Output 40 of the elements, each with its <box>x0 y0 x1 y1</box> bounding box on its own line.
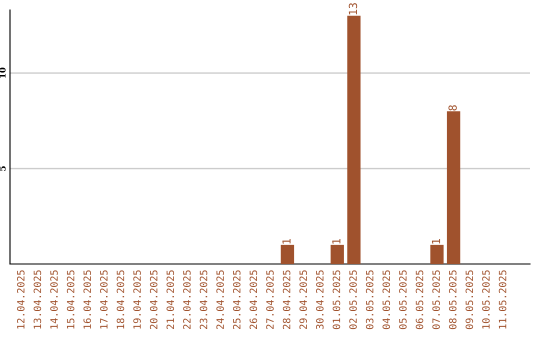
x-tick-label: 08.05.2025 <box>448 270 457 330</box>
bar <box>430 244 444 264</box>
data-label: 13 <box>348 3 358 14</box>
x-tick-label: 15.04.2025 <box>66 270 74 329</box>
x-tick-label: 07.05.2025 <box>432 270 440 330</box>
x-tick-label: 05.05.2025 <box>399 270 407 330</box>
x-tick-label: 14.04.2025 <box>50 270 58 329</box>
x-tick-label: 20.04.2025 <box>150 270 158 330</box>
x-tick-label: 16.04.2025 <box>83 270 92 329</box>
x-tick-label: 26.04.2025 <box>250 270 258 330</box>
x-tick-label: 10.05.2025 <box>482 270 490 329</box>
bar <box>330 244 344 264</box>
bar <box>280 244 294 264</box>
data-label: 1 <box>332 238 340 244</box>
x-tick-label: 11.05.2025 <box>498 270 506 329</box>
x-tick-label: 04.05.2025 <box>382 270 390 330</box>
x-tick-label: 13.04.2025 <box>34 270 42 329</box>
bar <box>446 111 460 264</box>
x-tick-label: 24.04.2025 <box>216 270 224 330</box>
x-tick-label: 22.04.2025 <box>183 270 191 330</box>
x-tick-label: 06.05.2025 <box>416 270 424 330</box>
x-tick-label: 03.05.2025 <box>366 270 374 330</box>
x-tick-label: 23.04.2025 <box>200 270 208 330</box>
x-tick-label: 21.04.2025 <box>166 270 174 330</box>
x-tick-label: 12.04.2025 <box>16 270 25 329</box>
x-tick-label: 30.04.2025 <box>316 270 324 330</box>
data-label: 1 <box>282 238 291 244</box>
x-tick-label: 27.04.2025 <box>266 270 274 330</box>
x-tick-label: 17.04.2025 <box>100 270 108 329</box>
x-tick-label: 18.04.2025 <box>116 270 124 329</box>
x-tick-label: 01.05.2025 <box>332 270 340 330</box>
x-tick-label: 02.05.2025 <box>349 270 357 330</box>
x-tick-label: 25.04.2025 <box>232 270 241 330</box>
data-label: 8 <box>448 105 457 111</box>
x-tick-label: 29.04.2025 <box>299 270 307 330</box>
bar <box>347 16 361 264</box>
data-label: 1 <box>432 238 440 244</box>
x-tick-label: 19.04.2025 <box>133 270 141 329</box>
x-tick-label: 28.04.2025 <box>282 270 290 330</box>
x-tick-label: 09.05.2025 <box>466 270 474 330</box>
